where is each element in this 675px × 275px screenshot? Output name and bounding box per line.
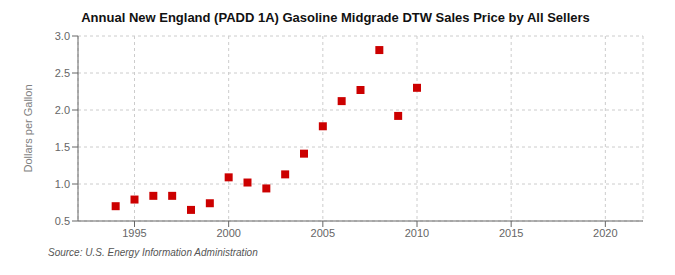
svg-text:2015: 2015 (499, 227, 523, 239)
svg-text:1.5: 1.5 (55, 141, 70, 153)
svg-text:2.0: 2.0 (55, 104, 70, 116)
svg-text:1995: 1995 (122, 227, 146, 239)
svg-text:2005: 2005 (311, 227, 335, 239)
html-text:Source: U.S. Energy Informatio: Source: U.S. Energy Information Administ… (48, 247, 258, 258)
svg-text:2020: 2020 (593, 227, 617, 239)
svg-text:2010: 2010 (405, 227, 429, 239)
svg-text:0.5: 0.5 (55, 215, 70, 227)
html-text:Annual New England (PADD 1A) G: Annual New England (PADD 1A) Gasoline Mi… (81, 10, 590, 25)
svg-text:3.0: 3.0 (55, 30, 70, 42)
svg-text:Dollars per Gallon: Dollars per Gallon (22, 84, 34, 172)
svg-text:2.5: 2.5 (55, 67, 70, 79)
svg-text:1.0: 1.0 (55, 178, 70, 190)
svg-text:2000: 2000 (216, 227, 240, 239)
